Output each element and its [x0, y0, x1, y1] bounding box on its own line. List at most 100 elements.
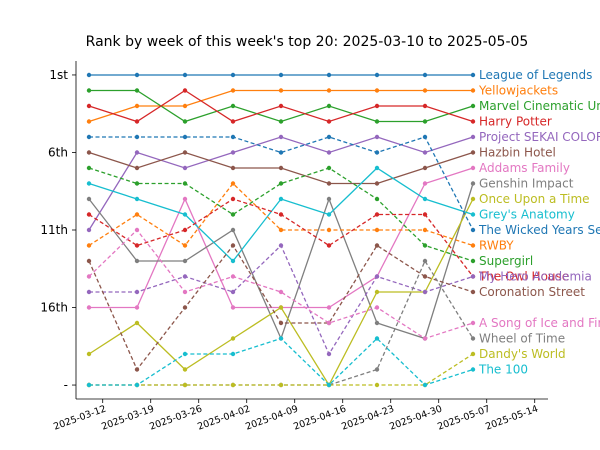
data-point — [374, 382, 380, 388]
data-point — [86, 165, 92, 171]
data-point — [86, 72, 92, 78]
data-point — [182, 258, 188, 264]
data-point — [182, 382, 188, 388]
data-point — [134, 320, 140, 326]
data-point — [278, 134, 284, 140]
data-point — [230, 227, 236, 233]
data-point — [278, 119, 284, 124]
data-point — [470, 212, 476, 217]
data-point — [86, 382, 92, 388]
data-point — [470, 351, 476, 357]
data-point — [134, 305, 140, 310]
data-point — [278, 336, 284, 341]
y-axis: 1st 6th 11th 16th - — [40, 68, 76, 392]
data-point — [326, 103, 332, 109]
data-point — [134, 367, 140, 372]
data-point — [278, 382, 284, 388]
data-point — [470, 72, 476, 78]
data-point — [326, 212, 332, 217]
data-point — [326, 320, 332, 326]
data-point — [86, 258, 92, 264]
x-tick-label: 2025-03-26 — [148, 403, 204, 432]
series-a-song-of-ice-and-fire — [86, 227, 476, 341]
data-point — [326, 243, 332, 248]
legend-entry: Addams Family — [479, 161, 570, 175]
legend-entry: The Owl House — [478, 270, 569, 284]
series-line — [88, 167, 474, 262]
legend-entry: Dandy's World — [479, 347, 566, 361]
data-point — [230, 181, 236, 186]
data-point — [182, 72, 188, 78]
data-point — [278, 212, 284, 217]
data-point — [470, 289, 476, 295]
data-point — [422, 274, 428, 279]
data-point — [374, 134, 380, 140]
data-point — [326, 150, 332, 155]
data-point — [374, 336, 380, 341]
data-point — [182, 305, 188, 310]
data-point — [374, 119, 380, 124]
series-marvel-cinematic-universe — [86, 88, 476, 124]
series-grey-s-anatomy — [86, 165, 476, 264]
series-my-hero-academia — [86, 243, 476, 357]
data-point — [326, 181, 332, 186]
data-point — [134, 119, 140, 124]
data-point — [230, 289, 236, 295]
data-point — [134, 103, 140, 109]
data-point — [374, 103, 380, 109]
data-point — [422, 227, 428, 233]
data-point — [422, 150, 428, 155]
data-point — [86, 196, 92, 202]
data-point — [374, 165, 380, 171]
data-point — [422, 165, 428, 171]
data-point — [326, 119, 332, 124]
data-point — [230, 305, 236, 310]
legend-entry: Marvel Cinematic Universe — [479, 99, 600, 113]
data-point — [182, 274, 188, 279]
data-point — [374, 196, 380, 202]
data-point — [326, 351, 332, 357]
y-tick-label: 6th — [48, 145, 68, 159]
data-point — [470, 258, 476, 264]
data-point — [134, 196, 140, 202]
series-line — [89, 136, 474, 231]
x-tick-label: 2025-04-23 — [340, 403, 396, 432]
data-point — [374, 227, 380, 233]
data-point — [470, 367, 476, 372]
data-point — [134, 227, 140, 233]
data-point — [374, 274, 380, 279]
x-tick-label: 2025-03-12 — [52, 403, 108, 432]
data-point — [278, 196, 284, 202]
data-point — [470, 88, 476, 93]
data-point — [182, 119, 188, 124]
data-point — [422, 258, 428, 264]
data-point — [374, 305, 380, 310]
data-point — [470, 196, 476, 202]
data-point — [422, 88, 428, 93]
data-point — [86, 227, 92, 233]
data-point — [278, 165, 284, 171]
data-point — [278, 305, 284, 310]
data-point — [422, 382, 428, 388]
data-point — [134, 181, 140, 186]
series-lines — [86, 72, 476, 388]
data-point — [182, 212, 188, 217]
data-point — [134, 150, 140, 155]
data-point — [230, 134, 236, 140]
data-point — [230, 336, 236, 341]
data-point — [182, 103, 188, 109]
legend-entry: Wheel of Time — [479, 332, 565, 346]
data-point — [422, 196, 428, 202]
data-point — [230, 119, 236, 124]
legend-entry: RWBY — [479, 239, 514, 253]
x-tick-label: 2025-04-09 — [244, 403, 300, 432]
data-point — [230, 103, 236, 109]
data-point — [182, 227, 188, 233]
data-point — [470, 181, 476, 186]
data-point — [86, 150, 92, 155]
x-axis: 2025-03-122025-03-192025-03-262025-04-02… — [52, 399, 540, 433]
data-point — [326, 227, 332, 233]
data-point — [134, 289, 140, 295]
data-point — [134, 72, 140, 78]
